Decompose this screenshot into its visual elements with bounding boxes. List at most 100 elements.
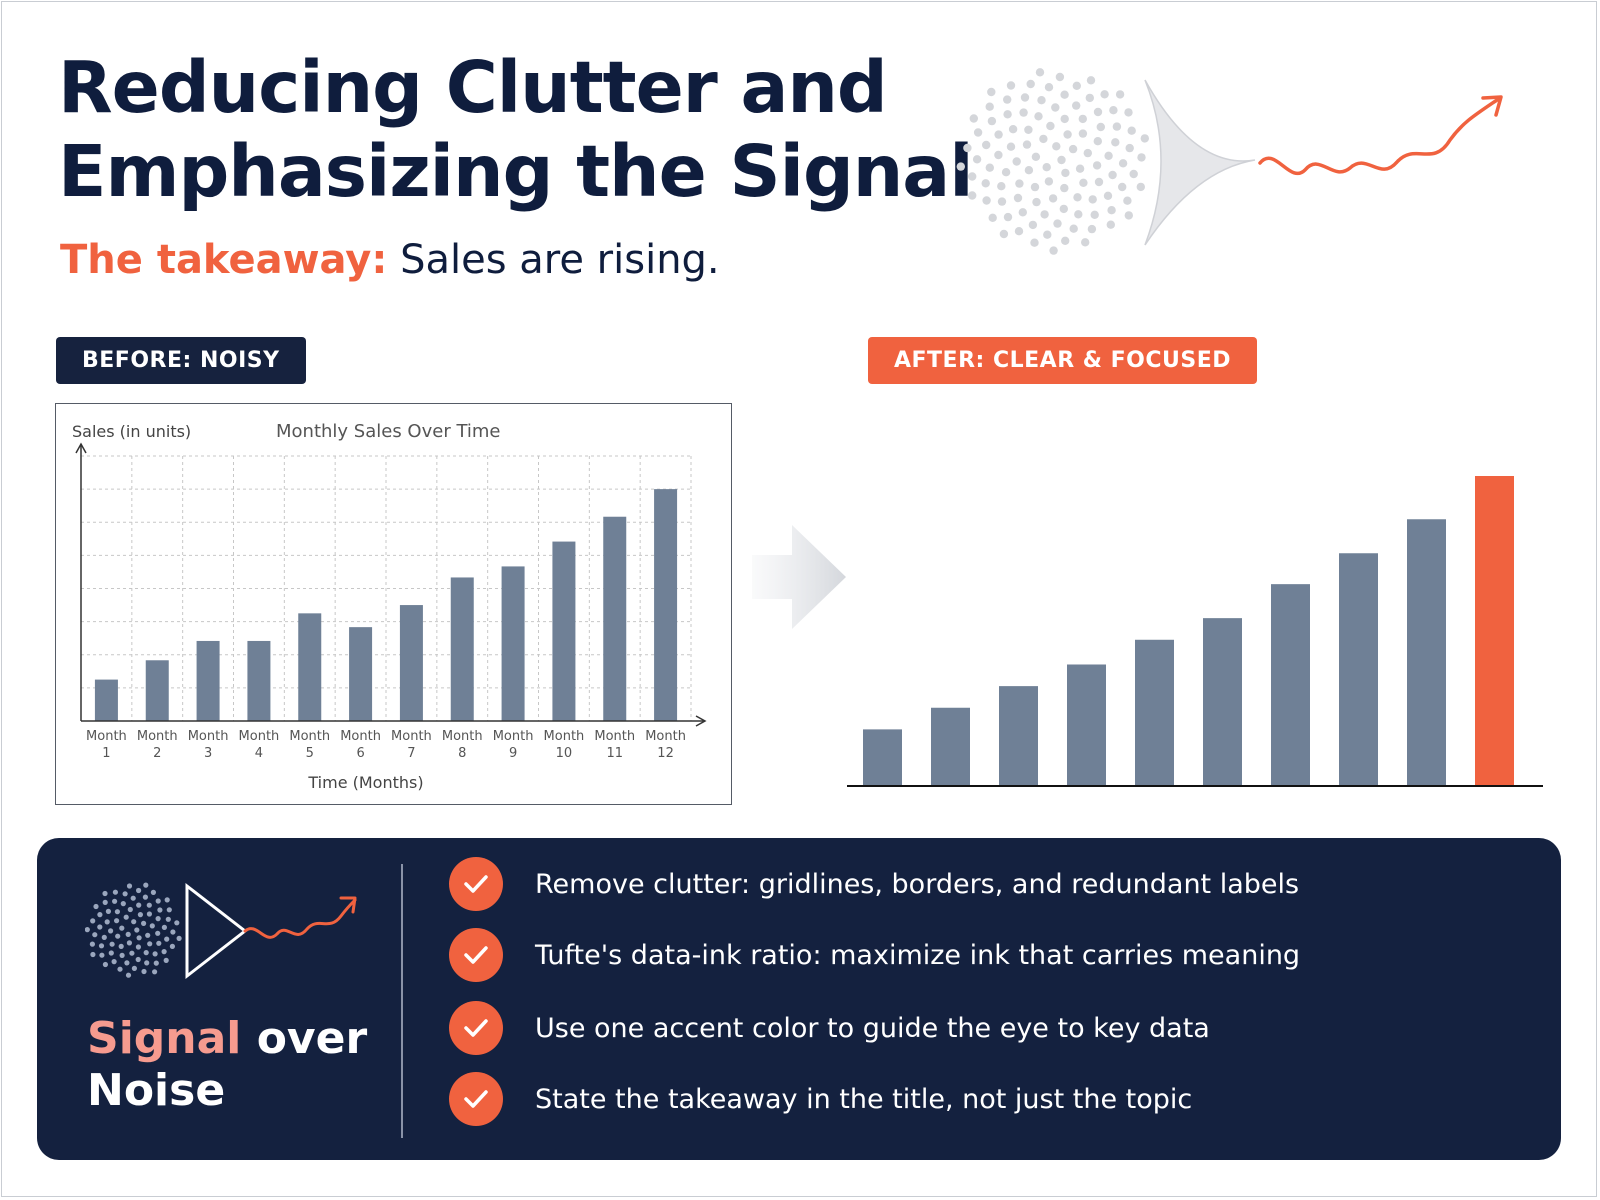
noise-dot bbox=[122, 891, 128, 897]
x-tick-number: 11 bbox=[606, 746, 623, 761]
noise-dot bbox=[1039, 134, 1048, 144]
before-bar bbox=[501, 566, 525, 721]
noise-dot bbox=[136, 902, 142, 908]
noise-dot bbox=[142, 894, 148, 900]
noise-dot bbox=[131, 919, 137, 925]
noise-dot bbox=[150, 889, 156, 895]
noise-dot bbox=[1087, 224, 1097, 234]
noise-dot bbox=[166, 907, 172, 913]
takeaway: The takeaway: Sales are rising. bbox=[60, 234, 720, 286]
noise-dot bbox=[145, 932, 151, 938]
noise-dot bbox=[1060, 183, 1069, 193]
before-bar bbox=[552, 541, 576, 721]
list-item: Use one accent color to guide the eye to… bbox=[449, 1000, 1210, 1056]
noise-dot bbox=[108, 950, 114, 956]
noise-dot bbox=[137, 912, 143, 918]
noise-dot bbox=[1063, 130, 1072, 139]
noise-dot bbox=[153, 960, 159, 966]
noise-dot bbox=[134, 927, 140, 933]
noise-dot bbox=[1124, 108, 1133, 117]
x-tick-label: Month bbox=[544, 729, 585, 744]
noise-dot bbox=[126, 883, 133, 889]
noise-dot bbox=[120, 901, 126, 907]
x-tick-label: Month bbox=[493, 729, 534, 744]
after-bar bbox=[1135, 639, 1174, 785]
before-chart-plot: Month 1 Month 2 Month 3 Month 4 Month 5 Month 6 Mont… bbox=[72, 421, 707, 792]
x-tick-label: Month bbox=[239, 729, 280, 744]
noise-dot bbox=[1125, 143, 1134, 153]
noise-dot bbox=[1031, 152, 1041, 161]
noise-dot bbox=[987, 87, 996, 97]
noise-dot bbox=[152, 969, 158, 975]
noise-dot bbox=[92, 932, 98, 938]
noise-dot bbox=[164, 936, 170, 942]
signal-wave bbox=[1258, 96, 1502, 176]
noise-dot bbox=[155, 898, 161, 904]
noise-dot bbox=[1061, 236, 1070, 245]
noise-dot bbox=[102, 899, 108, 905]
noise-dot bbox=[164, 897, 170, 903]
noise-dot bbox=[969, 114, 978, 123]
after-label: AFTER: CLEAR & FOCUSED bbox=[868, 337, 1258, 384]
noise-dot bbox=[1083, 148, 1092, 158]
tip-text: Remove clutter: gridlines, borders, and … bbox=[535, 868, 1300, 900]
before-bars bbox=[94, 489, 678, 721]
noise-dot bbox=[111, 959, 117, 965]
x-tick-number: 5 bbox=[306, 746, 314, 761]
noise-dot bbox=[1001, 168, 1011, 177]
noise-dot bbox=[1059, 204, 1068, 214]
noise-dot bbox=[1079, 178, 1088, 187]
noise-dot bbox=[985, 163, 994, 172]
x-tick-number: 2 bbox=[153, 746, 161, 761]
noise-dot bbox=[999, 229, 1009, 239]
noise-dot bbox=[1088, 195, 1097, 204]
x-tick-label: Month bbox=[391, 729, 432, 744]
noise-dot bbox=[1060, 114, 1069, 124]
tip-text: Tufte's data-ink ratio: maximize ink tha… bbox=[535, 939, 1301, 971]
noise-dot bbox=[1127, 126, 1136, 135]
panel-heading-over: over bbox=[256, 1013, 368, 1064]
x-tick-number: 8 bbox=[458, 746, 466, 761]
check-icon bbox=[449, 857, 503, 911]
noise-dot bbox=[1093, 107, 1103, 117]
noise-dot bbox=[131, 965, 137, 971]
noise-dot bbox=[994, 130, 1003, 139]
noise-dot bbox=[1104, 151, 1113, 160]
noise-dot bbox=[973, 128, 983, 137]
noise-dot bbox=[85, 927, 90, 933]
noise-dot bbox=[143, 950, 149, 956]
noise-dot bbox=[1003, 212, 1013, 222]
noise-dot bbox=[161, 949, 167, 955]
noise-dot bbox=[982, 196, 991, 205]
noise-dot bbox=[155, 930, 161, 936]
noise-dot bbox=[141, 968, 147, 975]
noise-dot bbox=[1008, 125, 1018, 134]
noise-dot bbox=[1026, 79, 1035, 89]
noise-dot bbox=[1137, 153, 1146, 162]
page-title: Reducing Clutter and Emphasizing the Sig… bbox=[58, 46, 974, 214]
check-icon bbox=[449, 1072, 503, 1126]
noise-dot bbox=[1044, 83, 1054, 92]
noise-dot bbox=[1035, 68, 1045, 77]
noise-dot bbox=[152, 951, 158, 957]
x-tick-number: 10 bbox=[556, 746, 573, 761]
noise-dot bbox=[1024, 125, 1033, 134]
noise-dot bbox=[968, 172, 977, 181]
noise-dot bbox=[1043, 230, 1052, 239]
before-bar bbox=[94, 679, 118, 721]
panel-heading-signal: Signal bbox=[87, 1013, 242, 1064]
noise-dot bbox=[1006, 142, 1016, 151]
noise-dot bbox=[124, 960, 130, 966]
signal-arrowhead bbox=[1481, 95, 1503, 117]
noise-dot bbox=[1030, 182, 1040, 192]
before-bar bbox=[196, 640, 220, 721]
noise-dot bbox=[156, 940, 162, 946]
noise-dot bbox=[102, 961, 108, 968]
noise-dot bbox=[157, 907, 163, 913]
after-bars bbox=[863, 476, 1514, 785]
noise-dot bbox=[119, 952, 125, 958]
noise-dot bbox=[1013, 193, 1023, 203]
list-item: Remove clutter: gridlines, borders, and … bbox=[449, 856, 1299, 912]
noise-dot bbox=[985, 102, 994, 111]
noise-dot bbox=[997, 197, 1007, 206]
